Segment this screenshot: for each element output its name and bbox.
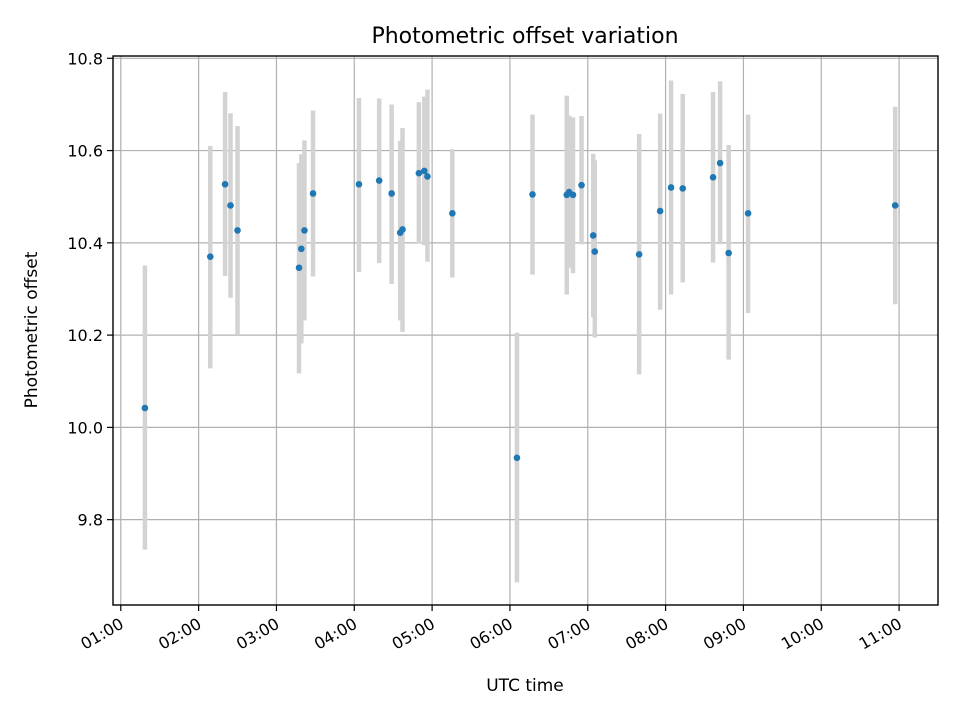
y-tick-label: 9.8: [78, 511, 103, 530]
data-point: [227, 202, 234, 209]
data-point: [388, 190, 395, 197]
data-point: [415, 169, 423, 177]
data-point: [295, 264, 303, 272]
data-point: [679, 185, 687, 192]
data-point: [141, 404, 149, 412]
data-point: [513, 454, 521, 462]
data-point: [221, 180, 229, 188]
data-point: [529, 191, 536, 198]
data-point: [725, 249, 732, 257]
y-axis: 9.8 10.0 10.2 10.4 10.6 10.8: [67, 49, 113, 530]
chart-title: Photometric offset variation: [371, 24, 678, 49]
data-point: [206, 253, 214, 260]
data-point: [234, 227, 241, 234]
data-point: [716, 159, 724, 167]
data-point: [309, 190, 317, 197]
data-point: [424, 173, 431, 180]
data-point: [656, 207, 664, 215]
data-point: [449, 210, 456, 217]
y-tick-label: 10.6: [67, 142, 103, 161]
y-tick-label: 10.2: [67, 326, 103, 345]
data-point: [578, 181, 585, 189]
data-point: [421, 167, 428, 175]
data-point: [667, 184, 675, 191]
plot-frame: [112, 55, 939, 606]
x-axis-label: UTC time: [486, 676, 564, 696]
y-tick-label: 10.4: [67, 234, 103, 253]
y-tick-label: 10.0: [67, 418, 103, 437]
data-points: [141, 159, 899, 462]
data-point: [589, 232, 597, 239]
data-point: [709, 174, 717, 181]
data-point: [744, 210, 752, 217]
data-point: [635, 251, 643, 258]
data-point: [301, 227, 308, 234]
data-point: [375, 177, 383, 184]
data-point: [399, 226, 406, 233]
data-point: [891, 202, 899, 209]
data-point: [569, 191, 577, 199]
data-point: [591, 248, 599, 255]
grid: [113, 56, 938, 605]
y-tick-label: 10.8: [67, 49, 103, 68]
data-point: [355, 180, 363, 188]
data-point: [298, 245, 305, 253]
y-axis-label: Photometric offset: [22, 251, 42, 408]
